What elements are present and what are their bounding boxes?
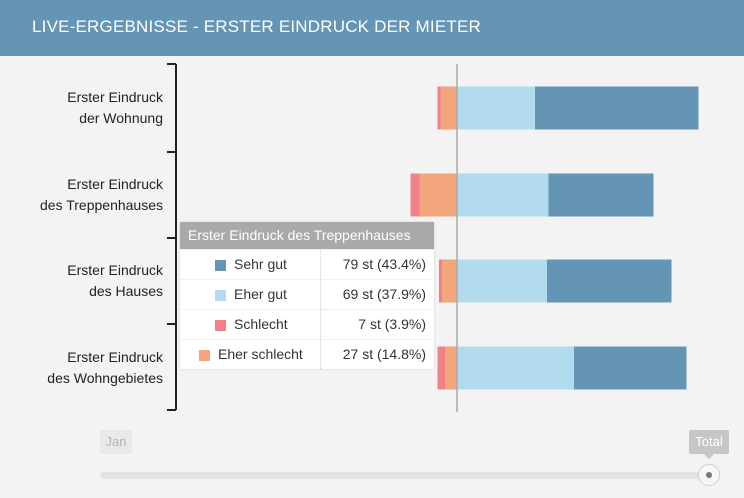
category-label: des Treppenhauses — [40, 197, 163, 213]
tooltip-series-value: 7 st (3.9%) — [358, 316, 426, 332]
bar-eher-schlecht[interactable] — [419, 173, 458, 217]
bar-sehr-gut[interactable] — [535, 86, 699, 130]
bar-sehr-gut[interactable] — [574, 346, 687, 390]
legend-swatch — [215, 290, 226, 301]
bar-schlecht[interactable] — [410, 173, 420, 217]
tooltip-series-label: Sehr gut — [234, 256, 287, 272]
tooltip-series-value: 69 st (37.9%) — [342, 286, 426, 302]
legend-swatch — [215, 320, 226, 331]
tooltip-row: Eher gut 69 st (37.9%) — [180, 279, 434, 309]
bar-eher-gut[interactable] — [457, 173, 549, 217]
bar-eher-schlecht[interactable] — [440, 86, 458, 130]
tooltip-title: Erster Eindruck des Treppenhauses — [180, 222, 434, 249]
tooltip-row: Eher schlecht 27 st (14.8%) — [180, 339, 434, 369]
category-label: Erster Eindruck — [67, 89, 164, 105]
timeline-start-label[interactable]: Jan — [100, 430, 132, 454]
bar-eher-gut[interactable] — [457, 259, 547, 303]
page-title: LIVE-ERGEBNISSE - ERSTER EINDRUCK DER MI… — [32, 17, 481, 36]
slider-handle-dot — [706, 472, 712, 478]
chart-tooltip: Erster Eindruck des Treppenhauses Sehr g… — [180, 222, 434, 369]
category-label: Erster Eindruck — [67, 262, 164, 278]
bar-schlecht[interactable] — [437, 86, 441, 130]
category-label: des Wohngebietes — [47, 370, 163, 386]
tooltip-row: Sehr gut 79 st (43.4%) — [180, 249, 434, 279]
tooltip-separator — [320, 250, 321, 279]
tooltip-series-value: 79 st (43.4%) — [342, 256, 426, 272]
tooltip-series-label: Eher gut — [234, 286, 287, 302]
category-label: des Hauses — [89, 283, 163, 299]
tooltip-row: Schlecht 7 st (3.9%) — [180, 309, 434, 339]
bar-eher-gut[interactable] — [457, 86, 535, 130]
category-label: Erster Eindruck — [67, 349, 164, 365]
legend-swatch — [199, 350, 210, 361]
legend-swatch — [215, 260, 226, 271]
category-label: der Wohnung — [79, 110, 163, 126]
tooltip-series-value: 27 st (14.8%) — [342, 346, 426, 362]
bar-eher-schlecht[interactable] — [442, 259, 457, 303]
category-label: Erster Eindruck — [67, 176, 164, 192]
tooltip-separator — [320, 280, 321, 309]
tooltip-series-label: Eher schlecht — [218, 346, 303, 362]
bar-sehr-gut[interactable] — [548, 173, 654, 217]
timeline-slider-handle[interactable] — [698, 464, 720, 486]
header-bar: LIVE-ERGEBNISSE - ERSTER EINDRUCK DER MI… — [0, 0, 744, 56]
tooltip-series-label: Schlecht — [234, 316, 288, 332]
bar-schlecht[interactable] — [439, 259, 442, 303]
bar-eher-schlecht[interactable] — [445, 346, 457, 390]
bar-sehr-gut[interactable] — [547, 259, 672, 303]
timeline-end-label[interactable]: Total — [689, 430, 729, 459]
bar-eher-gut[interactable] — [457, 346, 574, 390]
timeline-slider-track[interactable] — [100, 472, 712, 479]
tooltip-separator — [320, 310, 321, 339]
tooltip-separator — [320, 340, 321, 369]
bar-schlecht[interactable] — [437, 346, 446, 390]
